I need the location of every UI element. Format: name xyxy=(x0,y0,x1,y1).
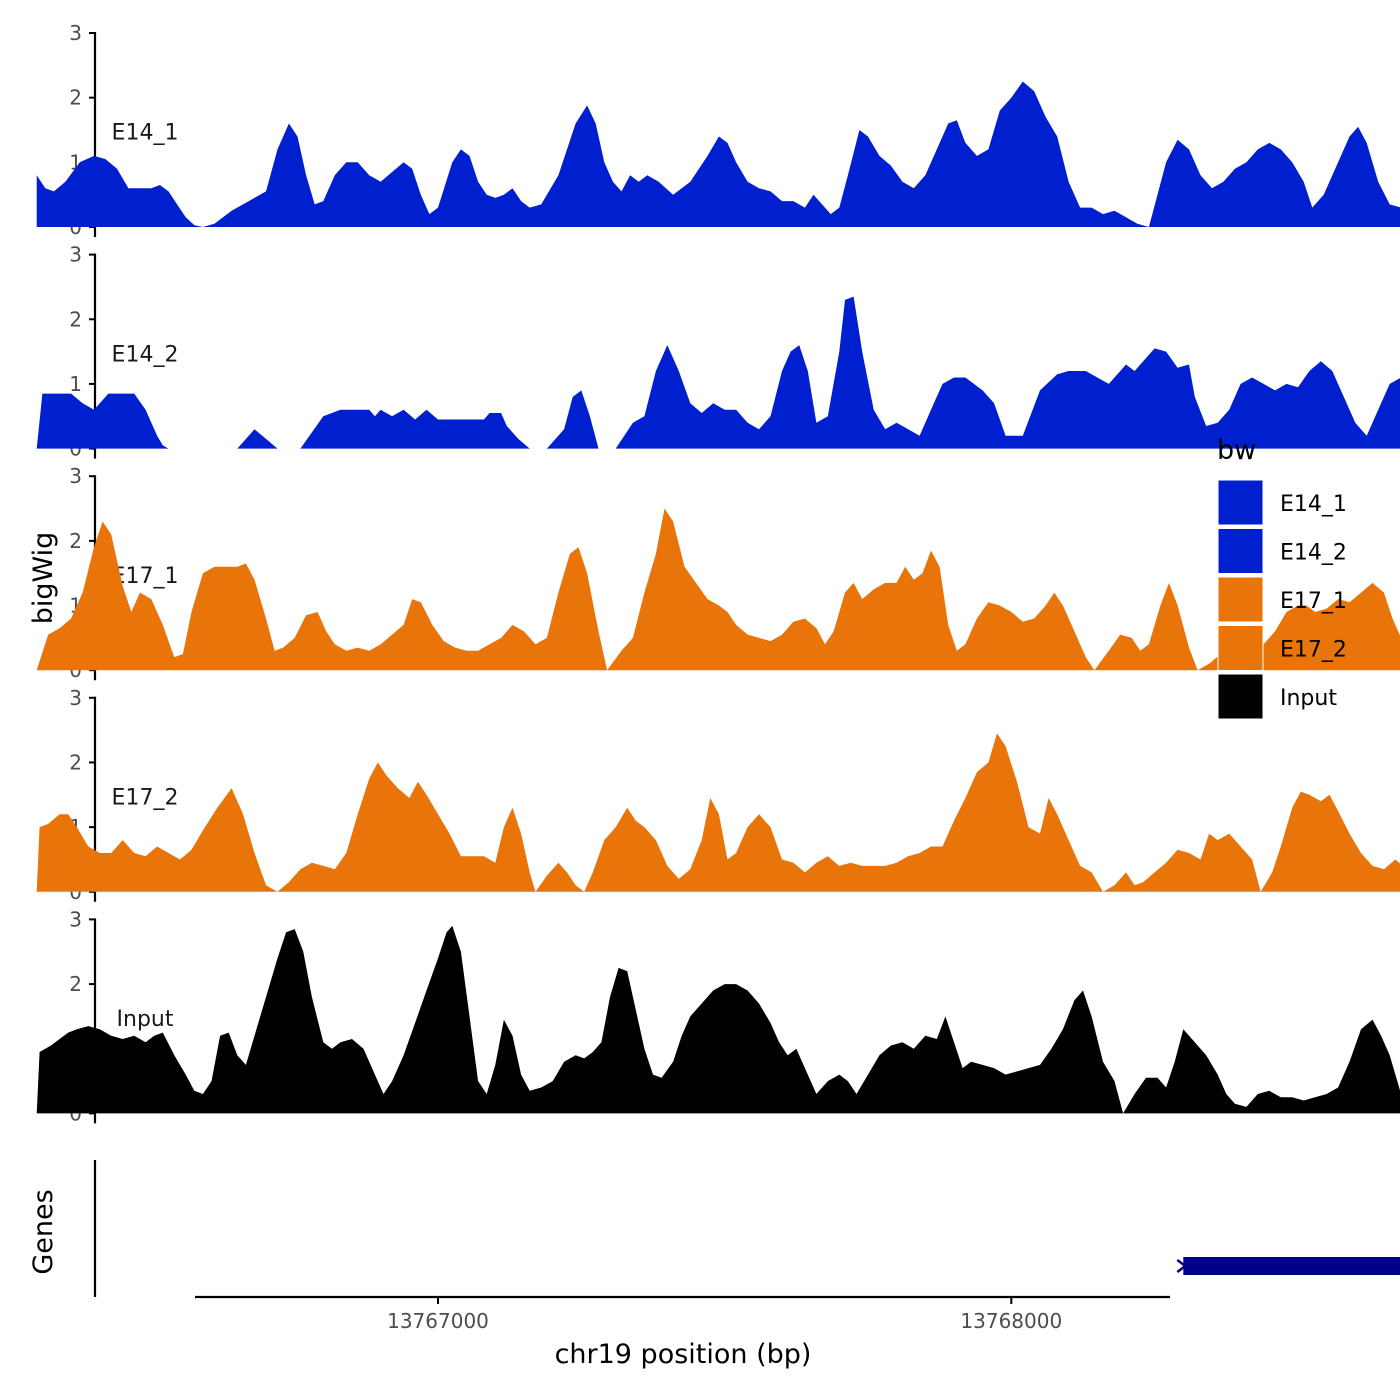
signal-area-e14_2 xyxy=(36,296,1400,449)
track-input: 0123Input xyxy=(36,907,1400,1125)
track-label: E14_2 xyxy=(112,342,179,367)
legend: bw E14_1 E14_2 E17_1 E17_2 Input xyxy=(1217,435,1347,720)
y-tick-label: 3 xyxy=(69,243,82,267)
legend-label: E17_2 xyxy=(1280,638,1347,663)
gene-panel: Olfr1495 xyxy=(93,1160,1400,1297)
y-tick-label: 3 xyxy=(69,21,82,45)
legend-swatch xyxy=(1217,576,1264,623)
signal-area-e17_1 xyxy=(36,508,1400,671)
y-tick-label: 1 xyxy=(69,372,82,396)
y-tick-label: 2 xyxy=(69,972,82,996)
genes-axis-title: Genes xyxy=(28,1189,59,1274)
legend-label: E14_1 xyxy=(1280,492,1347,517)
legend-swatch xyxy=(1217,528,1264,574)
y-tick-label: 3 xyxy=(69,464,82,488)
track-e14_1: 0123E14_1 xyxy=(36,21,1400,239)
legend-swatch xyxy=(1217,479,1264,526)
legend-label: E14_2 xyxy=(1280,541,1347,566)
track-e17_1: 0123E17_1 xyxy=(36,464,1400,682)
y-axis-title: bigWig xyxy=(28,532,59,625)
legend-swatch xyxy=(1217,673,1264,720)
signal-area-e14_1 xyxy=(36,81,1400,227)
signal-area-e17_2 xyxy=(36,733,1400,892)
track-label: E14_1 xyxy=(112,121,179,146)
y-tick-label: 3 xyxy=(69,907,82,931)
x-axis-title: chr19 position (bp) xyxy=(555,1339,812,1370)
track-label: E17_2 xyxy=(112,786,179,811)
x-axis: 137670001376800013769000 xyxy=(195,1295,1170,1333)
y-tick-label: 3 xyxy=(69,686,82,710)
strand-arrow-icon xyxy=(1176,1259,1188,1273)
track-label: Input xyxy=(117,1007,174,1032)
signal-area-input xyxy=(36,925,1400,1114)
y-tick-label: 2 xyxy=(69,529,82,553)
track-e17_2: 0123E17_2 xyxy=(36,686,1400,904)
y-tick-label: 2 xyxy=(69,307,82,331)
legend-title: bw xyxy=(1217,435,1256,466)
legend-label: E17_1 xyxy=(1280,589,1347,614)
track-label: E17_1 xyxy=(112,564,179,589)
x-tick-label: 13767000 xyxy=(387,1309,489,1333)
x-tick-label: 13768000 xyxy=(960,1309,1062,1333)
legend-label: Input xyxy=(1280,686,1337,711)
gene-body xyxy=(1183,1257,1400,1275)
legend-swatch xyxy=(1217,625,1264,671)
track-e14_2: 0123E14_2 xyxy=(36,243,1400,461)
bigwig-tracks: 0123E14_10123E14_20123E17_10123E17_20123… xyxy=(36,21,1400,1125)
y-tick-label: 2 xyxy=(69,750,82,774)
y-tick-label: 2 xyxy=(69,86,82,110)
